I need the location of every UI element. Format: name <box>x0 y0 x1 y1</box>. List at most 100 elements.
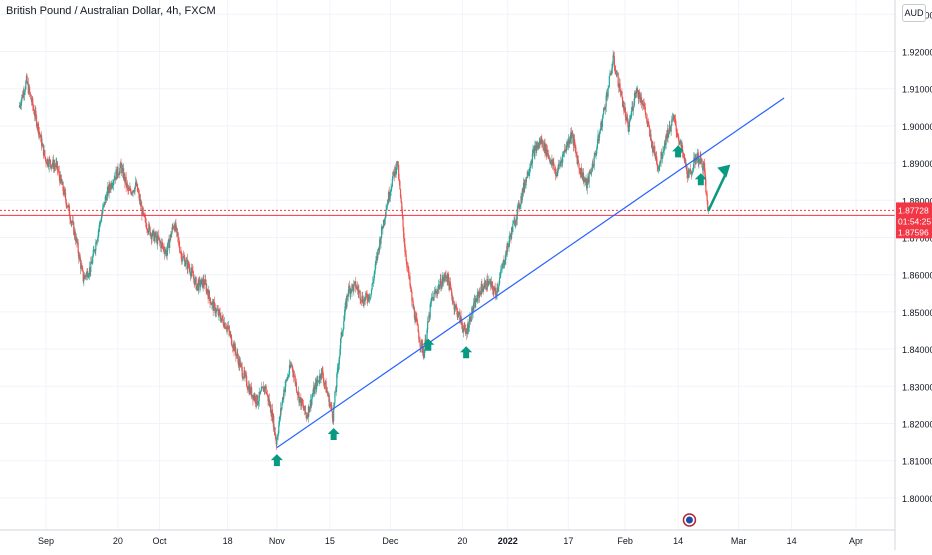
candle-body <box>686 164 688 175</box>
candle-body <box>505 251 507 261</box>
candle-body <box>681 145 684 153</box>
candle-body <box>476 301 478 302</box>
candle-body <box>435 290 438 293</box>
candle-body <box>404 243 406 252</box>
candle-body <box>107 186 109 192</box>
candle-body <box>705 180 707 193</box>
candle-body <box>20 99 22 106</box>
candle-body <box>319 374 322 379</box>
candle-body <box>220 318 222 322</box>
candle-body <box>580 167 582 175</box>
candle-body <box>272 415 274 422</box>
candle-body <box>417 324 419 333</box>
candle-body <box>448 281 450 290</box>
candle-body <box>696 157 698 161</box>
candle-body <box>584 180 586 182</box>
x-tick-label: 2022 <box>498 536 518 546</box>
candle-body <box>176 228 178 232</box>
candle-body <box>437 288 439 294</box>
candle-body <box>671 118 674 120</box>
candle-body <box>695 157 697 163</box>
candle-body <box>244 370 246 375</box>
candle-body <box>300 398 303 407</box>
candle-body <box>213 301 216 305</box>
candle-body <box>340 332 342 339</box>
candle-body <box>458 312 460 313</box>
candle-body <box>324 383 326 385</box>
candle-body <box>58 170 60 177</box>
candle-body <box>31 98 33 103</box>
candle-body <box>94 250 96 252</box>
candle-body <box>73 230 75 235</box>
candle-body <box>59 176 61 184</box>
candle-body <box>228 326 230 331</box>
candle-body <box>502 260 504 264</box>
candle-body <box>308 406 310 413</box>
candle-body <box>486 278 488 290</box>
candle-body <box>498 277 501 284</box>
candle-body <box>335 387 337 393</box>
candle-body <box>492 289 494 294</box>
candle-body <box>347 292 349 296</box>
candle-body <box>662 151 664 157</box>
candle-body <box>596 148 598 154</box>
candle-body <box>409 276 411 286</box>
candle-body <box>358 290 361 292</box>
candle-body <box>613 56 615 67</box>
candle-body <box>370 289 373 294</box>
candle-body <box>687 171 689 178</box>
candle-body <box>267 394 269 402</box>
candle-body <box>159 241 161 243</box>
candle-body <box>287 376 289 378</box>
candle-body <box>586 178 588 189</box>
candle-body <box>260 390 262 392</box>
candle-body <box>47 159 49 166</box>
candle-body <box>665 134 667 145</box>
candle-body <box>28 86 30 94</box>
candle-body <box>624 107 626 113</box>
candle-body <box>275 435 277 440</box>
candle-body <box>582 172 584 177</box>
candle-body <box>341 332 344 336</box>
candle-body <box>451 289 453 296</box>
candle-body <box>608 75 610 87</box>
candle-body <box>545 144 547 154</box>
candle-body <box>92 256 94 264</box>
currency-button[interactable]: AUD <box>902 4 926 22</box>
candle-body <box>525 177 527 186</box>
candle-body <box>239 362 241 367</box>
candle-body <box>647 121 650 125</box>
y-tick-label: 1.89000 <box>902 159 932 169</box>
candle-body <box>576 155 578 164</box>
candle-body <box>538 143 540 147</box>
candle-body <box>511 227 513 232</box>
candle-body <box>486 278 489 287</box>
candle-body <box>608 86 610 89</box>
candle-body <box>189 272 192 276</box>
candle-body <box>303 408 305 411</box>
candle-body <box>427 321 429 330</box>
candle-body <box>341 332 343 336</box>
candle-body <box>338 364 340 367</box>
candle-body <box>688 171 690 173</box>
candle-body <box>533 148 535 151</box>
candle-body <box>575 152 578 156</box>
candle-body <box>67 205 69 208</box>
candle-body <box>91 263 93 264</box>
candle-body <box>601 121 603 128</box>
candle-body <box>304 405 306 413</box>
candle-body <box>615 73 617 75</box>
candle-body <box>440 287 443 289</box>
candle-body <box>526 177 528 179</box>
candle-body <box>155 235 157 239</box>
candle-body <box>164 251 166 255</box>
candle-body <box>249 387 251 394</box>
candle-body <box>652 151 655 153</box>
candle-body <box>133 190 135 192</box>
candle-body <box>682 152 684 154</box>
candle-body <box>521 189 523 201</box>
candle-body <box>350 289 352 295</box>
candle-body <box>138 192 140 194</box>
candle-body <box>136 183 139 192</box>
candle-body <box>592 166 595 168</box>
